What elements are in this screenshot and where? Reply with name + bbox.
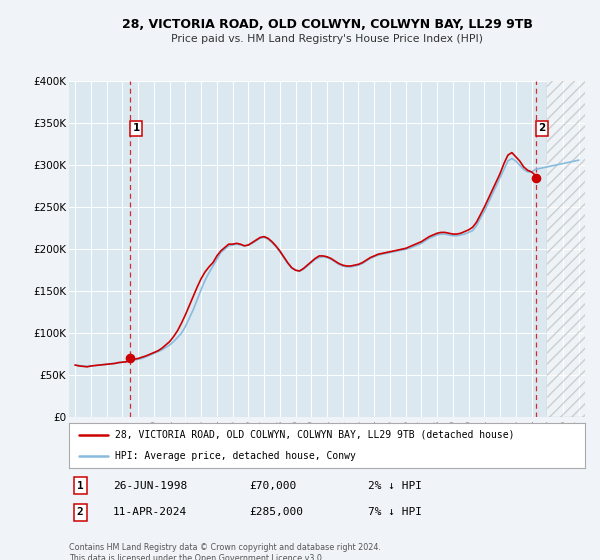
Text: 11-APR-2024: 11-APR-2024 [113, 507, 187, 517]
Text: 7% ↓ HPI: 7% ↓ HPI [368, 507, 422, 517]
Text: 1: 1 [133, 123, 140, 133]
Text: 2: 2 [77, 507, 83, 517]
Text: 2% ↓ HPI: 2% ↓ HPI [368, 480, 422, 491]
Text: 2: 2 [538, 123, 545, 133]
Point [125, 354, 135, 363]
Bar [547, 81, 593, 417]
Text: £70,000: £70,000 [250, 480, 297, 491]
Point [531, 173, 541, 182]
Text: 26-JUN-1998: 26-JUN-1998 [113, 480, 187, 491]
Text: 1: 1 [77, 480, 83, 491]
Text: 28, VICTORIA ROAD, OLD COLWYN, COLWYN BAY, LL29 9TB: 28, VICTORIA ROAD, OLD COLWYN, COLWYN BA… [122, 18, 532, 31]
Text: Price paid vs. HM Land Registry's House Price Index (HPI): Price paid vs. HM Land Registry's House … [171, 34, 483, 44]
Text: HPI: Average price, detached house, Conwy: HPI: Average price, detached house, Conw… [115, 450, 356, 460]
Text: Contains HM Land Registry data © Crown copyright and database right 2024.
This d: Contains HM Land Registry data © Crown c… [69, 543, 381, 560]
Text: £285,000: £285,000 [250, 507, 304, 517]
Text: 28, VICTORIA ROAD, OLD COLWYN, COLWYN BAY, LL29 9TB (detached house): 28, VICTORIA ROAD, OLD COLWYN, COLWYN BA… [115, 430, 515, 440]
